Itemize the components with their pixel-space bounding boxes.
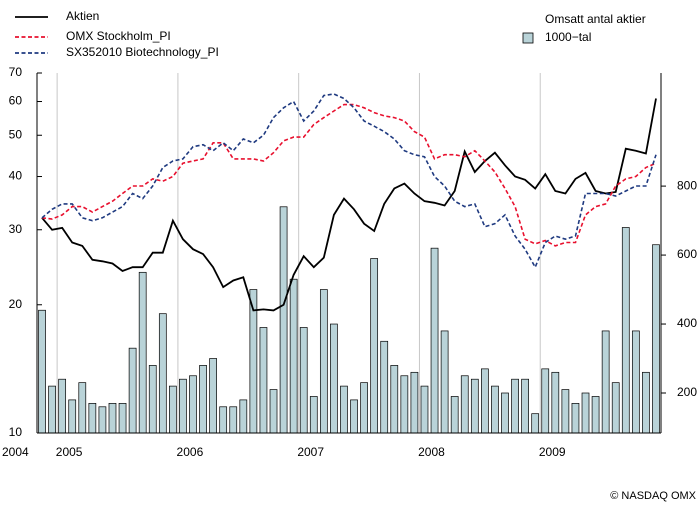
bar	[340, 385, 348, 434]
bar	[299, 327, 308, 434]
bar	[279, 206, 288, 434]
bar	[380, 340, 389, 434]
bar	[581, 392, 590, 434]
bar	[531, 413, 540, 434]
y-tick-label: 20	[9, 297, 23, 311]
legend-label: OMX Stockholm_PI	[66, 29, 171, 43]
bar	[169, 385, 177, 434]
y2-tick-label: 200	[677, 385, 697, 399]
bar	[219, 406, 228, 434]
x-tick-label: 2008	[418, 445, 445, 459]
x-tick-label: 2004	[2, 445, 29, 459]
bar	[209, 358, 217, 434]
legend-label: Aktien	[66, 9, 99, 23]
bar	[350, 399, 358, 434]
y-tick-label: 70	[9, 65, 23, 79]
y2-tick-label: 600	[677, 247, 697, 261]
bar	[128, 347, 137, 434]
bar	[78, 382, 87, 434]
legend-label: 1000−tal	[545, 30, 591, 44]
bar	[199, 365, 207, 434]
bar	[189, 375, 197, 434]
bar	[330, 323, 338, 434]
source: © NASDAQ OMX	[610, 490, 696, 502]
bar	[420, 385, 429, 434]
bar	[460, 375, 469, 434]
x-tick-label: 2007	[297, 445, 324, 459]
bar	[138, 271, 147, 434]
bar	[239, 399, 248, 434]
x-tick-label: 2009	[539, 445, 566, 459]
bar	[400, 375, 409, 434]
bar	[269, 389, 278, 434]
bar	[118, 402, 127, 434]
y2-tick-label: 800	[677, 178, 697, 192]
y-tick-label: 50	[9, 127, 23, 141]
bar	[289, 278, 298, 434]
bar	[591, 396, 600, 434]
x-tick-label: 2005	[56, 445, 83, 459]
bar	[88, 402, 97, 434]
bar	[631, 330, 640, 434]
legend-label: SX352010 Biotechnology_PI	[66, 45, 219, 59]
legend-label: Omsatt antal aktier	[545, 12, 646, 26]
bar	[98, 406, 107, 434]
bar	[229, 406, 238, 434]
bar	[360, 382, 368, 434]
y-tick-label: 40	[9, 169, 23, 183]
bar	[440, 330, 449, 434]
y2-tick-label: 400	[677, 316, 697, 330]
line	[41, 103, 657, 247]
bar	[652, 244, 660, 434]
bar	[309, 396, 318, 434]
bar	[481, 368, 489, 434]
bar	[390, 365, 399, 434]
y-tick-label: 30	[9, 222, 23, 236]
bar	[491, 385, 499, 434]
bar	[642, 371, 650, 434]
bar	[48, 385, 56, 434]
bar	[601, 330, 610, 434]
bar	[58, 378, 67, 434]
bar	[621, 227, 630, 434]
bar	[611, 382, 620, 434]
bar	[571, 402, 580, 434]
y-tick-label: 10	[9, 425, 23, 439]
bar	[501, 392, 509, 434]
bar	[38, 309, 46, 434]
y-tick-label: 60	[9, 94, 23, 108]
bar	[259, 327, 268, 434]
bar	[319, 289, 328, 434]
bar	[158, 313, 167, 434]
bar	[470, 378, 479, 434]
line	[41, 93, 657, 270]
bar	[410, 371, 419, 434]
bar	[541, 368, 550, 434]
bar	[430, 247, 439, 434]
bar	[370, 258, 379, 434]
x-tick-label: 2006	[177, 445, 204, 459]
bar	[521, 378, 529, 434]
bar	[179, 378, 187, 434]
bar	[108, 402, 117, 434]
bar	[551, 371, 560, 434]
bar	[450, 396, 459, 434]
bar	[68, 399, 77, 434]
legend-swatch	[522, 32, 534, 44]
bar	[511, 378, 519, 434]
bar	[561, 389, 570, 434]
bar	[148, 365, 157, 434]
line	[41, 98, 657, 312]
